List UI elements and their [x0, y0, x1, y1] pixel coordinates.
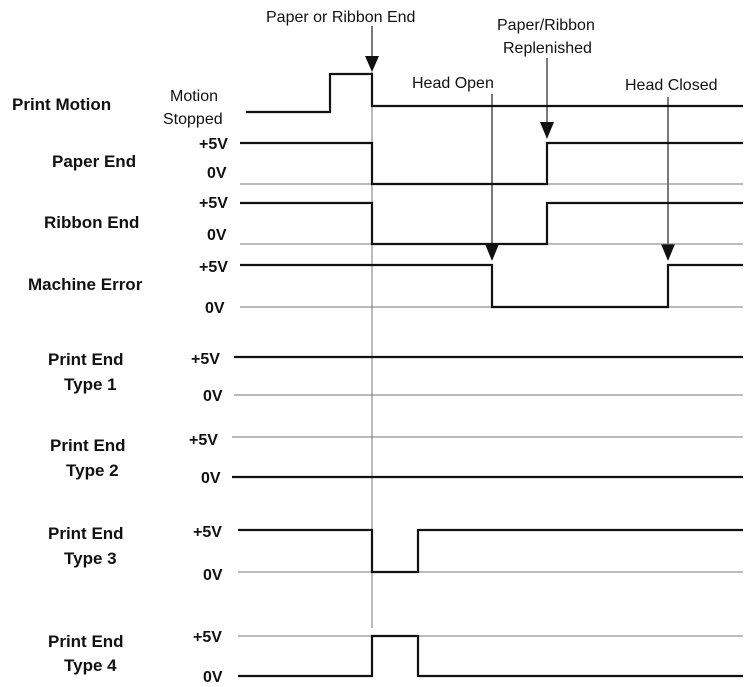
annotation-replenished-line1: Paper/Ribbon: [497, 17, 595, 34]
low-level-label: 0V: [203, 567, 223, 584]
signal-label-line2: Type 4: [64, 656, 117, 675]
arrowhead-head-closed: [661, 244, 675, 261]
annotation-replenished-line2: Replenished: [503, 40, 592, 57]
signal-label: Ribbon End: [44, 213, 139, 232]
signal-print-motion: Print Motion: [12, 72, 743, 114]
signal-label-line1: Print End: [50, 436, 126, 455]
arrowhead-paper-end: [365, 56, 379, 72]
signal-paper-end: Paper End +5V 0V: [52, 136, 743, 186]
signal-label-line1: Print End: [48, 350, 124, 369]
signal-label-line2: Type 2: [66, 461, 119, 480]
high-level-label: +5V: [193, 524, 222, 541]
annotation-paper-or-ribbon-end: Paper or Ribbon End: [266, 9, 415, 26]
signal-print-end-type-3: Print End Type 3 +5V 0V: [48, 524, 743, 584]
low-level-label: 0V: [207, 165, 227, 182]
signal-print-end-type-1: Print End Type 1 +5V 0V: [48, 350, 743, 405]
low-level-label: 0V: [203, 669, 223, 686]
signal-label: Paper End: [52, 152, 136, 171]
annotation-motion-line1: Motion: [170, 88, 218, 105]
high-level-label: +5V: [193, 629, 222, 646]
low-level-label: 0V: [201, 470, 221, 487]
signal-label-line2: Type 1: [64, 375, 117, 394]
waveform-print-end-type-4: [238, 634, 743, 678]
waveform-ribbon-end: [240, 201, 743, 246]
waveform-machine-error: [240, 263, 743, 309]
signal-print-end-type-4: Print End Type 4 +5V 0V: [48, 629, 743, 686]
low-level-label: 0V: [205, 300, 225, 317]
annotation-motion-line2: Stopped: [163, 111, 223, 128]
high-level-label: +5V: [199, 259, 228, 276]
low-level-label: 0V: [207, 227, 227, 244]
signal-label: Print Motion: [12, 95, 111, 114]
high-level-label: +5V: [191, 351, 220, 368]
high-level-label: +5V: [199, 195, 228, 212]
annotation-head-open: Head Open: [412, 75, 494, 92]
signal-ribbon-end: Ribbon End +5V 0V: [44, 195, 743, 246]
signal-print-end-type-2: Print End Type 2 +5V 0V: [50, 432, 743, 487]
arrowhead-head-open: [485, 244, 499, 261]
annotation-head-closed: Head Closed: [625, 77, 718, 94]
signal-machine-error: Machine Error +5V 0V: [28, 259, 743, 317]
waveform-paper-end: [240, 141, 743, 186]
signal-label-line1: Print End: [48, 632, 124, 651]
high-level-label: +5V: [199, 136, 228, 153]
signal-label-line2: Type 3: [64, 549, 117, 568]
event-markers: [365, 26, 675, 628]
waveform-print-motion: [246, 72, 743, 114]
signal-label-line1: Print End: [48, 524, 124, 543]
signal-label: Machine Error: [28, 275, 143, 294]
arrowhead-replenished: [540, 122, 554, 139]
high-level-label: +5V: [189, 432, 218, 449]
low-level-label: 0V: [203, 388, 223, 405]
waveform-print-end-type-3: [238, 528, 743, 574]
